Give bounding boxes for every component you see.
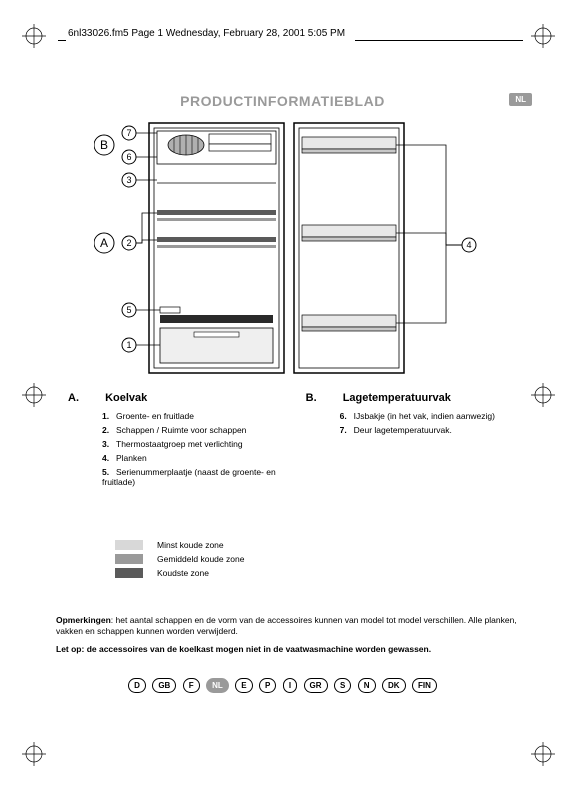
section-b: B. Lagetemperatuurvak 6.IJsbakje (in het… [306,392,525,491]
lang-pill[interactable]: E [235,678,252,693]
crop-mark-ml [22,383,46,407]
svg-text:A: A [100,236,108,250]
section-b-list: 6.IJsbakje (in het vak, indien aanwezig)… [306,411,525,435]
swatch-light [115,540,143,550]
lang-pill[interactable]: DK [382,678,406,693]
section-heading: Lagetemperatuurvak [343,392,451,404]
crop-mark-tr [531,24,555,48]
section-letter: B. [306,392,340,404]
svg-text:3: 3 [126,175,131,185]
section-letter: A. [68,392,102,404]
svg-text:B: B [100,138,108,152]
section-heading: Koelvak [105,392,147,404]
lang-pill-active[interactable]: NL [206,678,229,693]
lang-pill[interactable]: GR [304,678,328,693]
lang-pill[interactable]: P [259,678,276,693]
zone-legend: Minst koude zone Gemiddeld koude zone Ko… [115,540,244,582]
lang-pill[interactable]: N [358,678,376,693]
page-header: 6nl33026.fm5 Page 1 Wednesday, February … [68,28,345,39]
fridge-diagram: B A 7 6 3 2 5 1 4 [94,115,494,380]
note-2: Let op: de accessoires van de koelkast m… [56,644,431,654]
crop-mark-tl [22,24,46,48]
crop-mark-br [531,742,555,766]
svg-text:6: 6 [126,152,131,162]
lang-pill[interactable]: FIN [412,678,437,693]
header-rule [58,40,66,41]
notes: Opmerkingen: het aantal schappen en de v… [56,615,525,661]
lang-pill[interactable]: GB [152,678,176,693]
svg-text:5: 5 [126,305,131,315]
lang-pill[interactable]: I [283,678,297,693]
language-row: D GB F NL E P I GR S N DK FIN [0,675,565,693]
lang-pill[interactable]: F [183,678,200,693]
svg-text:4: 4 [466,240,471,250]
lang-pill[interactable]: D [128,678,146,693]
swatch-mid [115,554,143,564]
crop-mark-bl [22,742,46,766]
header-rule [355,40,523,41]
language-badge: NL [509,93,532,106]
svg-text:1: 1 [126,340,131,350]
section-a: A. Koelvak 1.Groente- en fruitlade 2.Sch… [68,392,306,491]
svg-text:7: 7 [126,128,131,138]
page-title: PRODUCTINFORMATIEBLAD [180,93,385,109]
note-1: : het aantal schappen en de vorm van de … [56,615,517,636]
swatch-dark [115,568,143,578]
crop-mark-mr [531,383,555,407]
svg-text:2: 2 [126,238,131,248]
section-a-list: 1.Groente- en fruitlade 2.Schappen / Rui… [68,411,306,487]
lang-pill[interactable]: S [334,678,351,693]
